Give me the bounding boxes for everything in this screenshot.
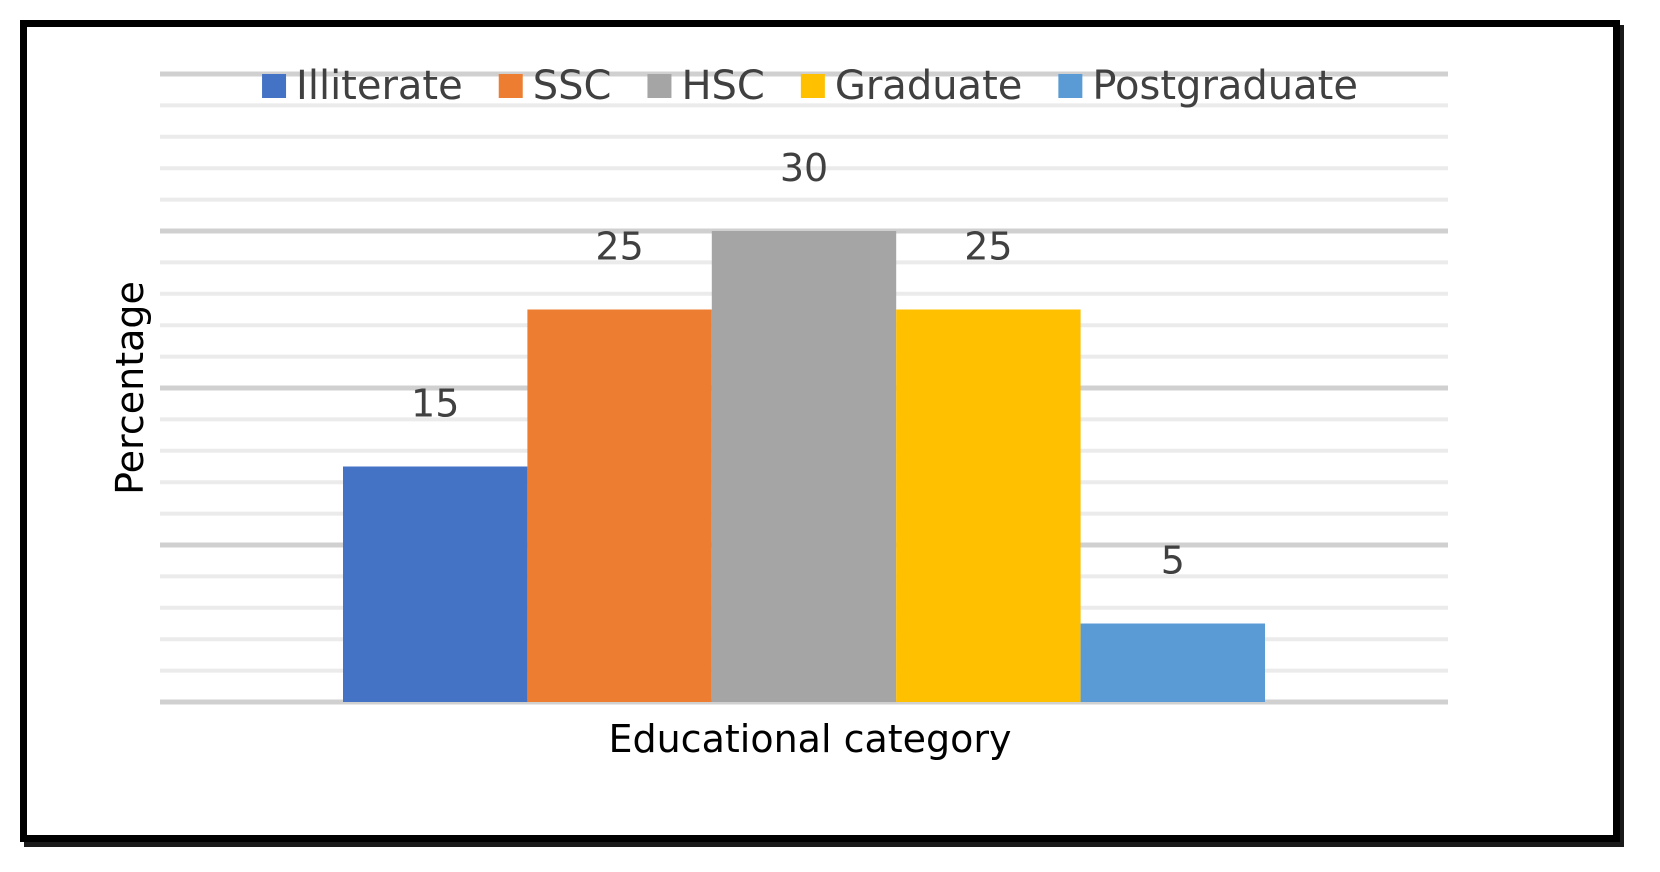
data-label-ssc: 25 [595, 225, 643, 269]
legend-swatch [498, 74, 523, 98]
legend-item-hsc: HSC [647, 63, 765, 109]
legend-item-illiterate: Illiterate [262, 63, 463, 109]
legend-item-postgraduate: Postgraduate [1058, 63, 1358, 109]
legend-label: Graduate [835, 63, 1023, 109]
bar-ssc [527, 309, 712, 702]
bar-illiterate [343, 466, 528, 702]
data-label-postgraduate: 5 [1161, 539, 1185, 583]
legend-swatch [1058, 74, 1083, 98]
legend-swatch [800, 74, 825, 98]
bar-postgraduate [1080, 623, 1265, 702]
chart-frame: 15 25 30 25 5 Illiterate SSC HSC Graduate Postgr… [20, 20, 1620, 842]
data-labels: 15 25 30 25 5 [411, 146, 1185, 583]
data-label-graduate: 25 [964, 225, 1012, 269]
legend-swatch [262, 74, 287, 98]
bar-graduate [896, 309, 1081, 702]
bar-chart: 15 25 30 25 5 Illiterate SSC HSC Graduate Postgr… [108, 63, 1448, 761]
legend-swatch [647, 74, 672, 98]
legend-item-ssc: SSC [498, 63, 612, 109]
legend-label: Illiterate [296, 63, 463, 109]
bars [343, 231, 1265, 702]
y-axis-label: Percentage [108, 281, 152, 495]
data-label-illiterate: 15 [411, 382, 459, 426]
data-label-hsc: 30 [780, 146, 828, 190]
x-axis-label: Educational category [608, 717, 1011, 761]
legend-label: SSC [533, 63, 612, 109]
legend-label: Postgraduate [1092, 63, 1358, 109]
legend-label: HSC [681, 63, 764, 109]
legend: Illiterate SSC HSC Graduate Postgraduate [262, 63, 1358, 109]
legend-item-graduate: Graduate [800, 63, 1023, 109]
bar-hsc [711, 231, 897, 702]
